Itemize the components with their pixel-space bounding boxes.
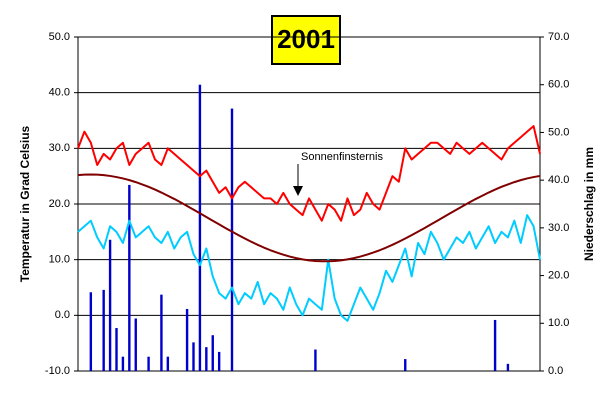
bar [506, 363, 510, 371]
annotation: Sonnenfinsternis [301, 151, 383, 163]
y-tick-label: 10.0 [49, 254, 70, 266]
bar [185, 308, 189, 371]
bar [89, 292, 93, 371]
y2-tick-label: 60.0 [548, 79, 569, 91]
bar [404, 359, 407, 371]
bar [211, 335, 214, 371]
line [77, 214, 541, 322]
bar [160, 294, 163, 371]
annotation-arrowhead [293, 186, 303, 196]
bar [314, 349, 317, 371]
title-box [271, 15, 341, 65]
y2-tick-label: 10.0 [548, 317, 569, 329]
bar [121, 356, 125, 371]
y2-tick-label: 70.0 [548, 31, 569, 43]
plot-area: -10.0 0.0 10.0 20.0 30.0 40.0 50.0 0.0 10.0 20.0 3… [45, 31, 570, 377]
line [77, 125, 541, 222]
y2-axis-label: Niederschlag in mm [582, 147, 596, 261]
bar [217, 351, 221, 371]
bar [128, 184, 131, 371]
bar [147, 356, 150, 371]
bar [166, 356, 170, 371]
bar [108, 239, 112, 371]
y2-tick-label: 30.0 [548, 222, 569, 234]
y-tick-label: 20.0 [49, 198, 70, 210]
y-tick-label: 50.0 [49, 31, 70, 43]
bar [134, 318, 137, 371]
bar [230, 108, 234, 372]
bar [192, 342, 195, 371]
y2-tick-label: 0.0 [548, 365, 563, 377]
bar [198, 84, 202, 371]
y-tick-label: 30.0 [49, 142, 70, 154]
y2-tick-label: 20.0 [548, 269, 569, 281]
y-tick-label: -10.0 [45, 365, 70, 377]
y-tick-label: 0.0 [55, 309, 70, 321]
chart-title: 2001 [277, 24, 335, 54]
y-tick-label: 40.0 [49, 87, 70, 99]
bar [115, 328, 118, 371]
bar [205, 347, 208, 371]
bar [493, 319, 497, 371]
y-axis-label: Temperatur in Grad Celsius [18, 125, 32, 282]
bar [102, 289, 105, 371]
y2-tick-label: 50.0 [548, 126, 569, 138]
y2-tick-label: 40.0 [548, 174, 569, 186]
line [77, 173, 541, 263]
